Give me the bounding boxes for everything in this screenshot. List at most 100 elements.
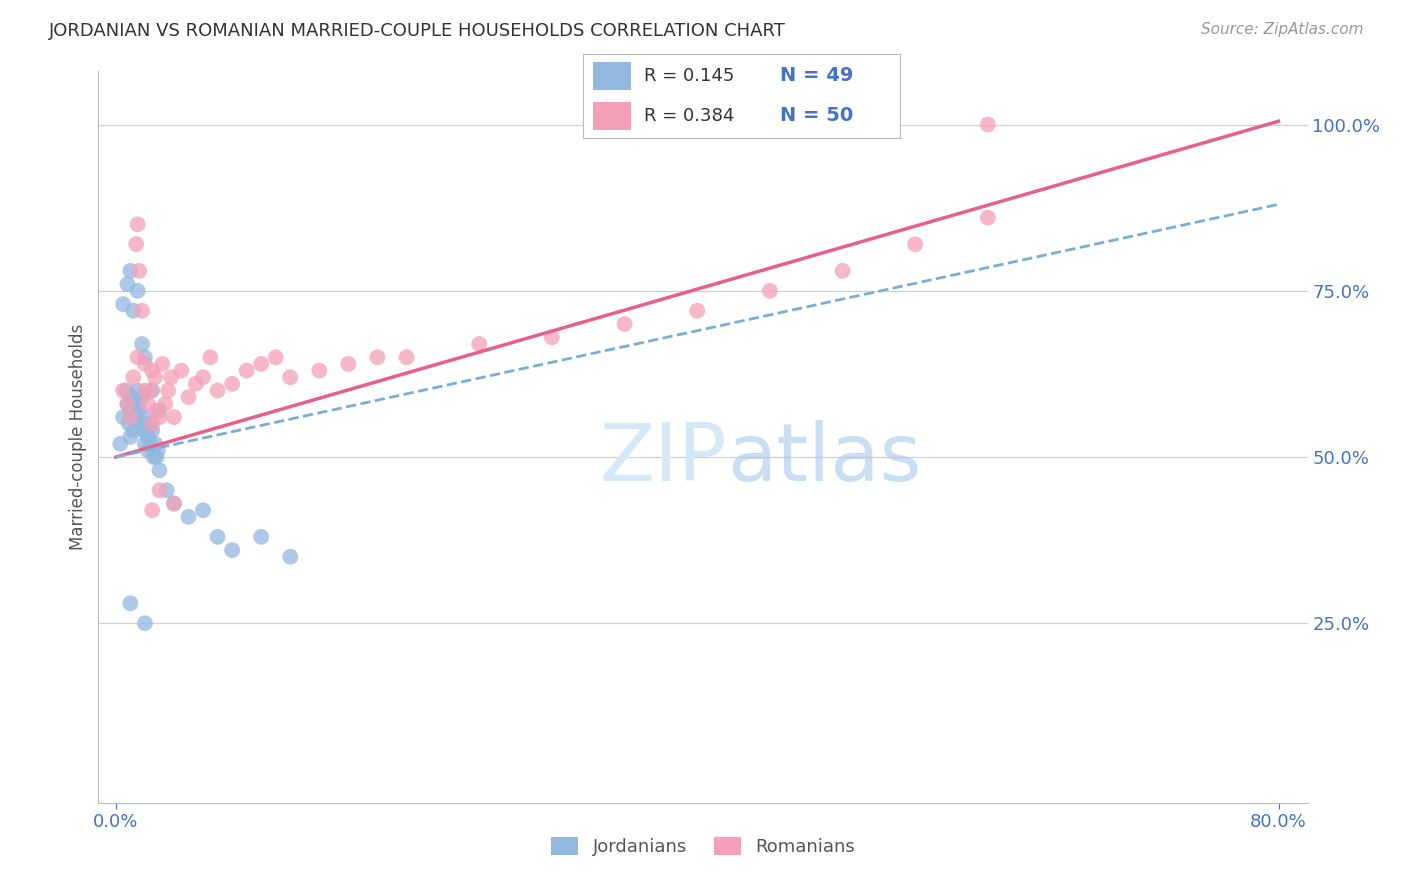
Point (170, 363, 193, 377)
Point (117, 397, 139, 411)
Point (127, 384, 149, 398)
Point (139, 436, 162, 450)
Point (235, 363, 257, 377)
Y-axis label: Married-couple Households: Married-couple Households (69, 324, 87, 550)
Point (118, 417, 141, 431)
Point (145, 450, 167, 464)
Point (129, 417, 152, 431)
Point (122, 370, 145, 384)
Point (117, 277, 139, 292)
Point (278, 549, 301, 564)
Text: R = 0.145: R = 0.145 (644, 67, 734, 85)
Point (207, 530, 229, 544)
Point (977, 118, 1000, 132)
Point (136, 397, 159, 411)
Point (134, 410, 156, 425)
Point (127, 284, 149, 298)
Point (112, 410, 135, 425)
Point (613, 317, 636, 331)
Point (250, 357, 273, 371)
Point (128, 264, 150, 278)
Point (540, 330, 562, 344)
Point (136, 443, 159, 458)
Point (145, 403, 167, 417)
Point (122, 424, 145, 438)
Point (120, 430, 142, 444)
Point (184, 376, 207, 391)
Point (134, 384, 156, 398)
Point (112, 384, 135, 398)
Point (904, 237, 927, 252)
Point (163, 497, 186, 511)
Point (131, 337, 153, 351)
Point (157, 384, 180, 398)
Point (117, 397, 139, 411)
Point (120, 410, 142, 425)
Point (134, 357, 156, 371)
Point (141, 424, 163, 438)
Point (468, 337, 491, 351)
Point (177, 509, 200, 524)
Point (134, 351, 156, 365)
Point (120, 403, 142, 417)
Point (141, 417, 163, 431)
Text: JORDANIAN VS ROMANIAN MARRIED-COUPLE HOUSEHOLDS CORRELATION CHART: JORDANIAN VS ROMANIAN MARRIED-COUPLE HOU… (49, 22, 786, 40)
Point (148, 403, 170, 417)
Point (150, 357, 173, 371)
Point (125, 237, 148, 252)
Point (143, 370, 166, 384)
Text: ZIP: ZIP (600, 420, 727, 498)
Point (264, 351, 287, 365)
Point (156, 483, 179, 498)
Point (141, 363, 163, 377)
Point (395, 351, 418, 365)
Point (146, 443, 169, 458)
Point (132, 424, 155, 438)
Point (143, 436, 166, 450)
Point (191, 370, 214, 384)
Point (148, 483, 170, 498)
Point (110, 436, 132, 450)
Point (977, 211, 1000, 225)
Point (127, 217, 149, 231)
Point (250, 530, 273, 544)
Point (134, 436, 156, 450)
Point (148, 410, 170, 425)
Point (142, 450, 165, 464)
Point (148, 463, 170, 477)
Point (134, 616, 156, 631)
Text: Source: ZipAtlas.com: Source: ZipAtlas.com (1201, 22, 1364, 37)
Point (337, 357, 360, 371)
Legend: Jordanians, Romanians: Jordanians, Romanians (544, 830, 862, 863)
Point (120, 264, 142, 278)
Point (124, 397, 146, 411)
Point (177, 390, 200, 404)
Point (112, 297, 135, 311)
Point (686, 303, 709, 318)
Point (207, 384, 229, 398)
Point (115, 384, 138, 398)
Point (139, 384, 162, 398)
Point (128, 403, 150, 417)
Point (125, 410, 148, 425)
Point (136, 430, 159, 444)
Point (278, 370, 301, 384)
Bar (593, 62, 631, 90)
Point (831, 264, 853, 278)
Point (138, 417, 160, 431)
Point (163, 497, 186, 511)
Point (122, 303, 145, 318)
Text: N = 50: N = 50 (779, 106, 853, 125)
Point (127, 397, 149, 411)
Point (759, 284, 782, 298)
Point (141, 384, 163, 398)
Text: atlas: atlas (727, 420, 921, 498)
Point (135, 424, 157, 438)
Point (131, 303, 153, 318)
Point (191, 503, 214, 517)
Point (163, 410, 186, 425)
Point (131, 390, 153, 404)
Point (160, 370, 183, 384)
Point (121, 390, 143, 404)
Point (200, 351, 222, 365)
